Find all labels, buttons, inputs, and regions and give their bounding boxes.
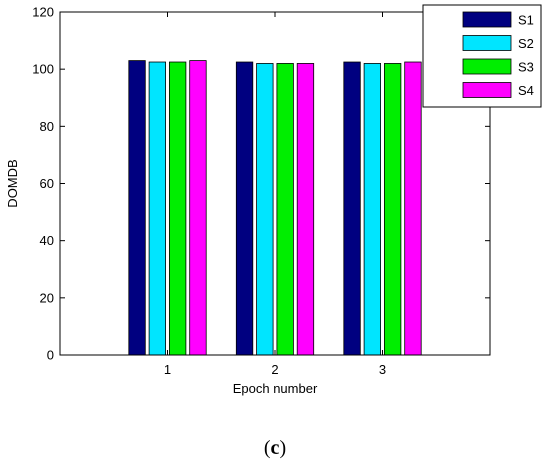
- figure-caption: (c): [0, 437, 550, 460]
- x-axis-label: Epoch number: [233, 381, 318, 396]
- bar-s3-epoch-2: [276, 63, 294, 356]
- bar-s2-epoch-1: [148, 61, 167, 356]
- bar-s1-epoch-3: [343, 61, 361, 356]
- legend-swatch-s1: [462, 11, 512, 28]
- y-tick-label: 40: [40, 233, 54, 248]
- y-axis-ticks: 0 20 40 60 80 100 120: [32, 5, 490, 363]
- x-tick-label: 2: [271, 362, 278, 377]
- x-axis-ticks: 1 2 3: [164, 12, 386, 377]
- bar-s2-epoch-3: [363, 63, 382, 356]
- legend-label-s3: S3: [518, 60, 534, 75]
- legend-label-s2: S2: [518, 36, 534, 51]
- caption-letter: c: [270, 437, 280, 459]
- bar-s4-epoch-1: [189, 60, 207, 356]
- bar-s1-epoch-1: [128, 60, 146, 356]
- bar-s4-epoch-2: [296, 63, 315, 356]
- y-tick-label: 20: [40, 290, 54, 305]
- bar-s3-epoch-1: [168, 61, 187, 356]
- caption-open-paren: (: [263, 437, 271, 459]
- legend-swatch-s3: [462, 58, 512, 75]
- bar-s1-epoch-2: [235, 61, 254, 356]
- y-tick-label: 100: [32, 62, 54, 77]
- legend: S1 S2 S3 S4: [422, 4, 542, 108]
- y-tick-label: 0: [47, 348, 54, 363]
- legend-label-s1: S1: [518, 13, 534, 28]
- y-tick-label: 120: [32, 5, 54, 20]
- x-tick-label: 1: [164, 362, 171, 377]
- caption-close-paren: ): [279, 437, 287, 459]
- legend-swatch-s2: [462, 35, 512, 51]
- legend-swatch-s4: [462, 82, 512, 98]
- bar-s4-epoch-3: [404, 61, 422, 356]
- y-tick-label: 80: [40, 119, 54, 134]
- legend-label-s4: S4: [518, 83, 534, 98]
- bars: [128, 60, 422, 356]
- bar-s2-epoch-2: [256, 63, 274, 356]
- bar-s3-epoch-3: [383, 63, 402, 356]
- y-tick-label: 60: [40, 176, 54, 191]
- y-axis-label: DOMDB: [5, 159, 20, 207]
- x-tick-label: 3: [379, 362, 386, 377]
